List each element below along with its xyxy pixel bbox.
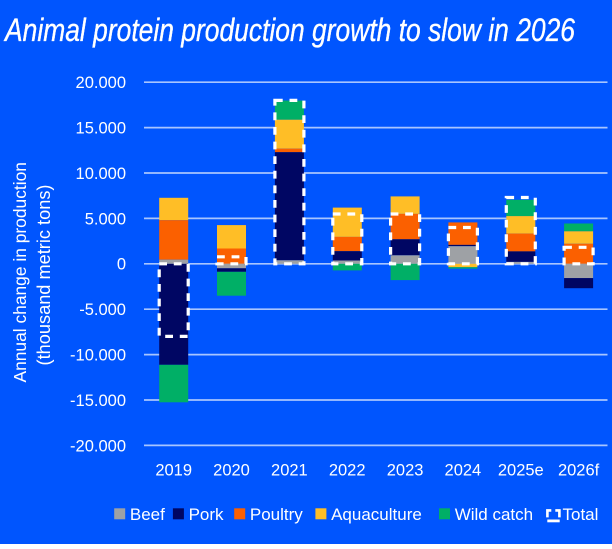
svg-text:15.000: 15.000: [76, 120, 126, 138]
svg-text:-5.000: -5.000: [79, 301, 126, 319]
svg-text:Wild catch: Wild catch: [455, 505, 533, 524]
svg-text:-10.000: -10.000: [70, 347, 126, 365]
svg-text:Animal protein production grow: Animal protein production growth to slow…: [3, 12, 575, 48]
svg-text:Total: Total: [563, 505, 599, 524]
svg-text:5.000: 5.000: [85, 210, 126, 228]
svg-text:20.000: 20.000: [76, 74, 126, 92]
svg-text:0: 0: [117, 256, 126, 274]
svg-text:Aquaculture: Aquaculture: [331, 505, 422, 524]
svg-text:2020: 2020: [213, 462, 250, 480]
svg-text:-15.000: -15.000: [70, 392, 126, 410]
svg-text:2024: 2024: [445, 462, 482, 480]
svg-text:2021: 2021: [271, 462, 308, 480]
svg-text:(thousand metric tons): (thousand metric tons): [34, 185, 54, 366]
svg-text:2025e: 2025e: [498, 462, 544, 480]
svg-text:2022: 2022: [329, 462, 366, 480]
svg-text:Beef: Beef: [130, 505, 165, 524]
svg-text:2026f: 2026f: [558, 462, 600, 480]
svg-text:Annual change in production: Annual change in production: [10, 162, 30, 382]
svg-text:Poultry: Poultry: [250, 505, 303, 524]
svg-text:2019: 2019: [155, 462, 192, 480]
svg-text:Pork: Pork: [189, 505, 224, 524]
svg-text:-20.000: -20.000: [70, 437, 126, 455]
svg-text:2023: 2023: [387, 462, 424, 480]
svg-text:10.000: 10.000: [76, 165, 126, 183]
